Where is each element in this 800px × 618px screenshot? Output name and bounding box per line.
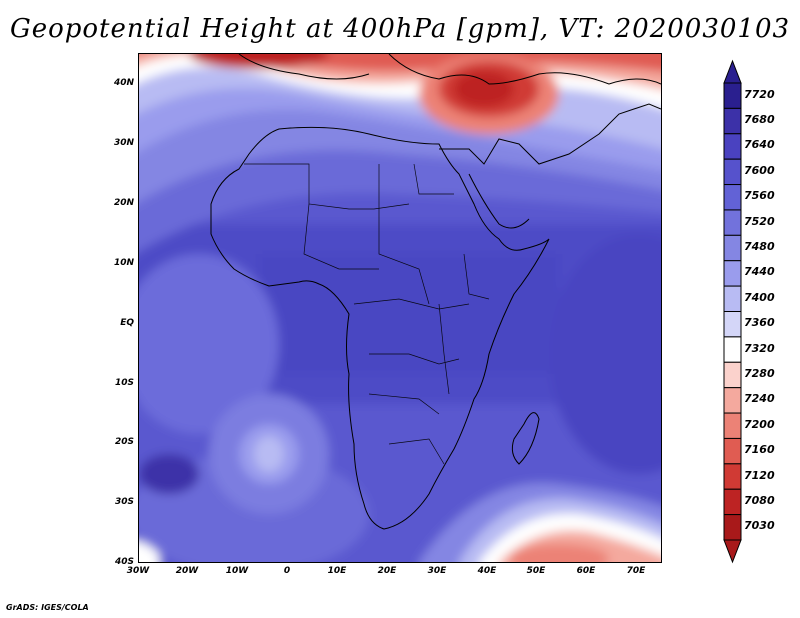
lon-label-40e: 40E [477,566,497,576]
colorbar-swatch [723,336,742,363]
map-title: Geopotential Height at 400hPa [gpm], VT:… [9,14,791,44]
colorbar-label: 7080 [744,493,775,507]
border-line [388,438,445,465]
lon-label-50e: 50E [526,566,546,576]
colorbar-label: 7030 [744,519,775,533]
colorbar-label: 7520 [744,214,775,228]
lon-label-10e: 10E [327,566,347,576]
colorbar-label: 7560 [744,189,775,203]
colorbar-label: 7600 [744,163,775,177]
colorbar-label: 7480 [744,240,775,254]
iberia-coast [238,54,370,80]
lon-label-30w: 30W [126,566,150,576]
colorbar-swatch [723,107,742,135]
colorbar-swatch [723,184,742,211]
colorbar-swatch [723,463,742,490]
lat-label-30n: 30N [113,138,134,148]
lat-label-10s: 10S [114,378,134,388]
border-line [438,303,450,395]
lon-label-30e: 30E [427,566,447,576]
colorbar-swatch [723,260,742,287]
colorbar-label: 7120 [744,468,775,482]
colorbar-swatch [723,133,742,160]
colorbar-label: 7320 [744,341,775,355]
colorbar-swatch [723,234,742,262]
lat-label-30s: 30S [114,497,134,507]
colorbar-swatch [723,514,742,541]
lon-label-0: 0 [283,566,291,576]
colorbar-label: 7200 [744,417,775,431]
lat-label-40n: 40N [113,78,134,88]
madagascar-coastline [511,412,540,465]
lat-label-20n: 20N [113,198,134,208]
colorbar-swatch [723,412,742,439]
colorbar-top-arrow [723,59,742,84]
border-line [368,393,440,415]
colorbar-swatch [723,361,742,389]
height-field [139,54,661,562]
mideast-border [439,103,661,165]
colorbar-swatch [723,82,742,109]
colorbar-label: 7720 [744,87,775,101]
red-sea [468,173,530,229]
colorbar-label: 7440 [744,265,775,279]
border-line [463,253,490,300]
border-line [353,298,470,310]
lon-label-20e: 20E [377,566,397,576]
colorbar-swatch [723,209,742,236]
border-line [413,163,454,195]
colorbar-swatch [723,387,742,414]
colorbar-label: 7240 [744,392,775,406]
colorbar-label: 7280 [744,366,775,380]
grads-credit: GrADS: IGES/COLA [6,603,89,612]
europe-coast [388,54,661,85]
africa-coastline [210,126,550,530]
colorbar-swatch [723,158,742,186]
map-panel [138,53,662,563]
colorbar-label: 7640 [744,138,775,152]
colorbar-swatch [723,285,742,313]
colorbar-swatch [723,311,742,338]
border-line [244,163,410,210]
colorbar-label: 7680 [744,113,775,127]
border-line [303,203,379,270]
lon-label-10w: 10W [225,566,249,576]
colorbar-swatch [723,488,742,516]
colorbar-swatch [723,437,742,465]
colorbar-bottom-arrow [723,539,742,564]
border-line [378,164,430,305]
lon-label-70e: 70E [626,566,646,576]
colorbar-label: 7160 [744,443,775,457]
lon-label-60e: 60E [576,566,596,576]
lat-label-40s: 40S [114,557,134,567]
lat-label-eq: EQ [120,318,134,328]
lat-label-10n: 10N [113,258,134,268]
colorbar-label: 7360 [744,316,775,330]
lat-label-20s: 20S [114,437,134,447]
lon-label-20w: 20W [175,566,199,576]
colorbar-label: 7400 [744,290,775,304]
border-line [369,353,460,365]
